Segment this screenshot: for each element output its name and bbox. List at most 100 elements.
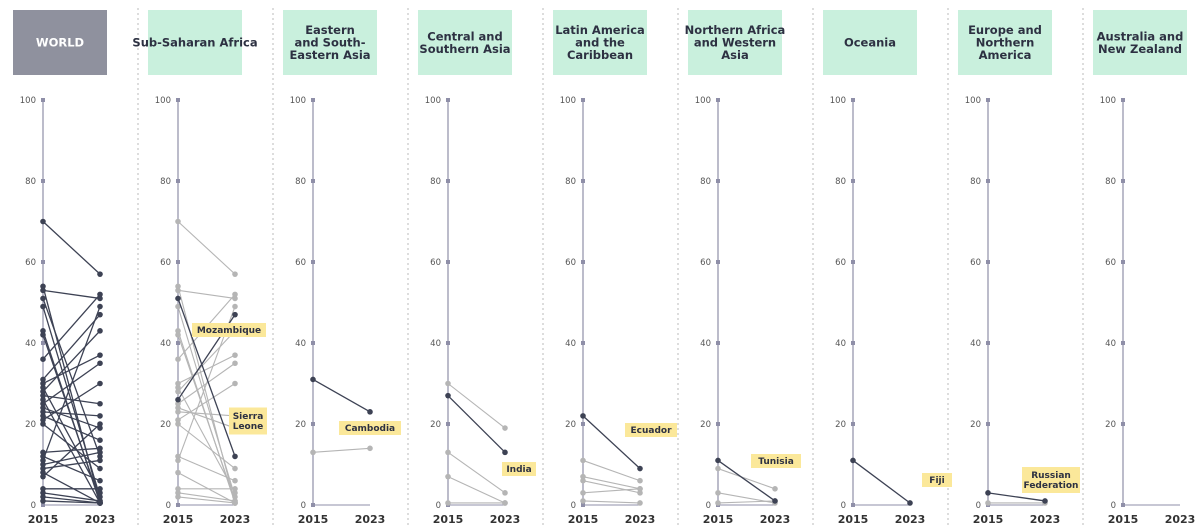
country-label-box [751, 454, 801, 468]
y-tick-mark [581, 341, 585, 345]
panel-header-box [958, 10, 1052, 75]
series-line [177, 387, 236, 494]
data-point-2023 [97, 445, 103, 452]
data-point-2015 [445, 380, 451, 387]
y-tick-label: 100 [560, 96, 576, 106]
data-point-2023 [1042, 498, 1048, 504]
series-line [177, 472, 236, 504]
data-point-2015 [175, 457, 181, 464]
series-line [582, 480, 641, 494]
data-point-2023 [232, 477, 238, 484]
y-tick-mark [851, 179, 855, 183]
data-point-2015 [175, 400, 181, 407]
y-tick-mark [311, 341, 315, 345]
x-tick-label: 2015 [838, 513, 869, 526]
x-tick-label: 2023 [1165, 513, 1196, 526]
y-tick-label: 80 [970, 177, 981, 187]
y-tick-label: 0 [841, 501, 846, 511]
data-point-2015 [175, 494, 181, 500]
y-tick-label: 0 [976, 501, 981, 511]
data-point-2015 [175, 409, 181, 415]
y-tick-mark [1121, 98, 1125, 102]
data-point-2015 [40, 486, 46, 492]
y-tick-label: 100 [425, 96, 441, 106]
data-point-2015 [40, 405, 46, 411]
data-point-2023 [502, 425, 508, 431]
series-line [42, 289, 101, 300]
data-point-2015 [40, 400, 46, 407]
y-tick-label: 60 [565, 258, 576, 268]
y-tick-mark [446, 98, 450, 102]
data-point-2023 [97, 490, 103, 496]
x-tick-label: 2023 [220, 513, 251, 526]
data-point-2023 [97, 303, 103, 310]
y-tick-mark [446, 422, 450, 426]
country-label: Fiji [929, 476, 944, 486]
x-tick-label: 2015 [1108, 513, 1139, 526]
data-point-2015 [40, 388, 46, 395]
data-point-2015 [310, 376, 316, 383]
y-tick-label: 20 [970, 420, 981, 430]
y-tick-mark [851, 341, 855, 345]
panel-header-title: Latin America and the Caribbean [555, 23, 645, 62]
data-point-2015 [175, 396, 181, 403]
series-line [42, 387, 101, 494]
y-tick-label: 20 [295, 420, 306, 430]
series-line [42, 423, 101, 478]
series-line [42, 293, 101, 360]
y-tick-label: 100 [965, 96, 981, 106]
data-point-2023 [637, 486, 643, 492]
data-point-2023 [907, 500, 913, 506]
y-tick-mark [851, 260, 855, 264]
panel-header-title: WORLD [36, 36, 84, 50]
data-point-2015 [175, 303, 181, 310]
series-line [42, 415, 101, 441]
x-tick-label: 2015 [703, 513, 734, 526]
panel-header-box [418, 10, 512, 75]
series-line [582, 459, 641, 482]
panel-header-box [13, 10, 107, 75]
x-tick-label: 2015 [298, 513, 329, 526]
y-tick-mark [581, 179, 585, 183]
series-line [42, 298, 101, 457]
series-line [177, 407, 236, 429]
series-line [312, 378, 371, 413]
y-tick-label: 60 [430, 258, 441, 268]
data-point-2015 [445, 392, 451, 399]
series-line [177, 221, 236, 275]
y-tick-label: 80 [295, 177, 306, 187]
data-point-2015 [40, 461, 46, 468]
data-point-2015 [40, 396, 46, 403]
data-point-2023 [637, 465, 643, 472]
data-point-2015 [40, 490, 46, 496]
series-line [177, 289, 236, 299]
x-tick-label: 2023 [85, 513, 116, 526]
y-tick-label: 40 [700, 339, 711, 349]
x-tick-label: 2023 [490, 513, 521, 526]
data-point-2023 [232, 490, 238, 496]
y-tick-label: 80 [160, 177, 171, 187]
y-tick-mark [851, 98, 855, 102]
x-tick-label: 2023 [760, 513, 791, 526]
series-line [42, 451, 101, 466]
series-line [582, 415, 641, 470]
data-point-2015 [40, 413, 46, 419]
data-point-2015 [985, 500, 991, 506]
data-point-2015 [580, 498, 586, 504]
panel-header-box [283, 10, 377, 75]
y-tick-label: 20 [430, 420, 441, 430]
y-tick-mark [311, 179, 315, 183]
y-tick-mark [176, 98, 180, 102]
series-line [177, 354, 236, 384]
country-label-box [192, 323, 266, 337]
country-label: Ecuador [630, 426, 672, 436]
series-line [717, 468, 776, 490]
data-point-2015 [985, 490, 991, 496]
data-point-2023 [97, 453, 103, 460]
y-tick-label: 20 [25, 420, 36, 430]
panel-4: Latin America and the Caribbean 0 20 40 60 80 10… [553, 10, 677, 526]
data-point-2015 [445, 449, 451, 456]
data-point-2023 [772, 498, 778, 504]
y-tick-mark [311, 422, 315, 426]
panel-header-box [553, 10, 647, 75]
